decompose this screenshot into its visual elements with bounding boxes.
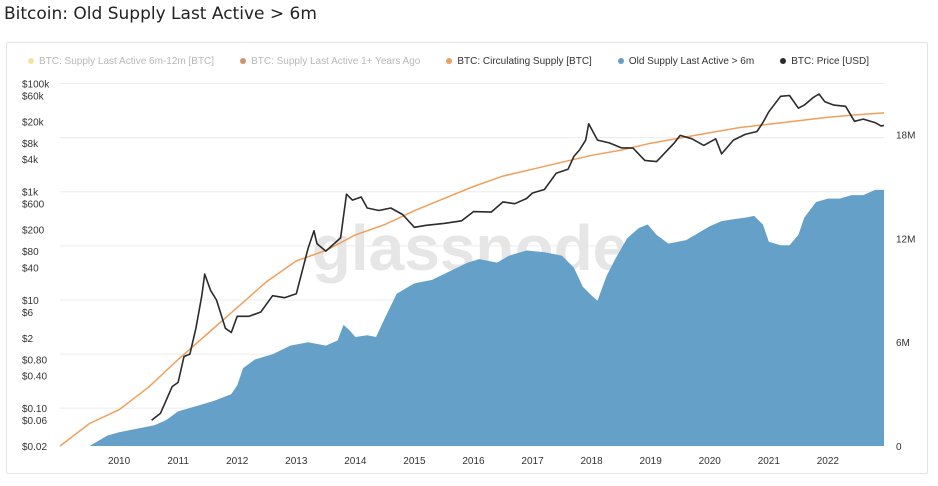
y-left-tick-label: $6 [22,308,34,319]
y-left-tick-label: $2 [22,334,34,345]
legend-label: BTC: Circulating Supply [BTC] [457,55,592,67]
x-tick-label: 2013 [285,456,308,467]
axes: 2010 2011 2012 2013 2014 2015 2016 2017 2018 2019… [22,80,915,467]
old-supply-area-layer [89,189,884,446]
y-left-tick-label: $0.02 [22,442,47,453]
y-left-tick-label: $1k [22,188,39,199]
y-left-tick-label: $0.40 [22,372,47,383]
y-right-tick-label: 6M [896,338,910,349]
y-left-tick-label: $0.80 [22,355,47,366]
circulating-supply-line [59,112,885,447]
x-tick-label: 2019 [640,456,663,467]
chart-legend: BTC: Supply Last Active 6m-12m [BTC] BTC:… [28,54,895,68]
y-left-tick-label: $8k [22,139,39,150]
legend-swatch [240,58,247,64]
x-tick-label: 2021 [758,456,781,467]
price-layer [151,93,885,421]
y-left-tick-label: $40 [22,263,39,274]
legend-label: BTC: Supply Last Active 1+ Years Ago [251,55,421,67]
x-tick-label: 2015 [403,456,426,467]
x-tick-label: 2011 [167,456,189,467]
y-left-tick-label: $80 [22,247,39,258]
legend-swatch [780,58,787,64]
y-left-tick-label: $200 [22,226,45,237]
y-left-tick-label: $60k [22,92,45,103]
legend-swatch [617,58,624,64]
price-line [151,93,885,421]
legend-label: Old Supply Last Active > 6m [628,55,755,67]
y-left-tick-label: $600 [22,200,45,211]
y-left-tick-label: $100k [22,80,50,91]
y-left-tick-label: $0.06 [22,416,47,427]
legend-item-1[interactable]: BTC: Supply Last Active 6m-12m [BTC] [28,56,214,67]
legend-item-3[interactable]: BTC: Circulating Supply [BTC] [446,56,592,67]
page-title: Bitcoin: Old Supply Last Active > 6m [4,4,317,24]
x-tick-label: 2022 [817,456,840,467]
y-left-tick-label: $4k [22,155,39,166]
legend-label: BTC: Supply Last Active 6m-12m [BTC] [39,55,215,67]
x-tick-label: 2020 [699,456,722,467]
legend-item-4[interactable]: Old Supply Last Active > 6m [617,55,755,67]
x-tick-label: 2018 [580,456,603,467]
x-tick-label: 2016 [462,456,485,467]
circulating-supply-layer [59,112,885,447]
legend-swatch [446,58,453,64]
legend-label: BTC: Price [USD] [791,55,869,67]
y-left-tick-label: $0.10 [22,404,47,415]
x-tick-label: 2017 [521,456,544,467]
x-tick-label: 2012 [226,456,249,467]
y-right-tick-label: 12M [896,234,915,245]
y-right-tick-label: 0 [896,442,902,453]
y-left-tick-label: $10 [22,296,39,307]
legend-item-5[interactable]: BTC: Price [USD] [780,56,869,67]
legend-swatch [28,58,34,64]
old-supply-area [89,189,884,446]
x-tick-label: 2010 [108,456,131,467]
legend-item-2[interactable]: BTC: Supply Last Active 1+ Years Ago [240,56,420,67]
x-tick-label: 2014 [344,456,367,467]
y-left-tick-label: $20k [22,117,45,128]
y-right-tick-label: 18M [896,131,915,142]
